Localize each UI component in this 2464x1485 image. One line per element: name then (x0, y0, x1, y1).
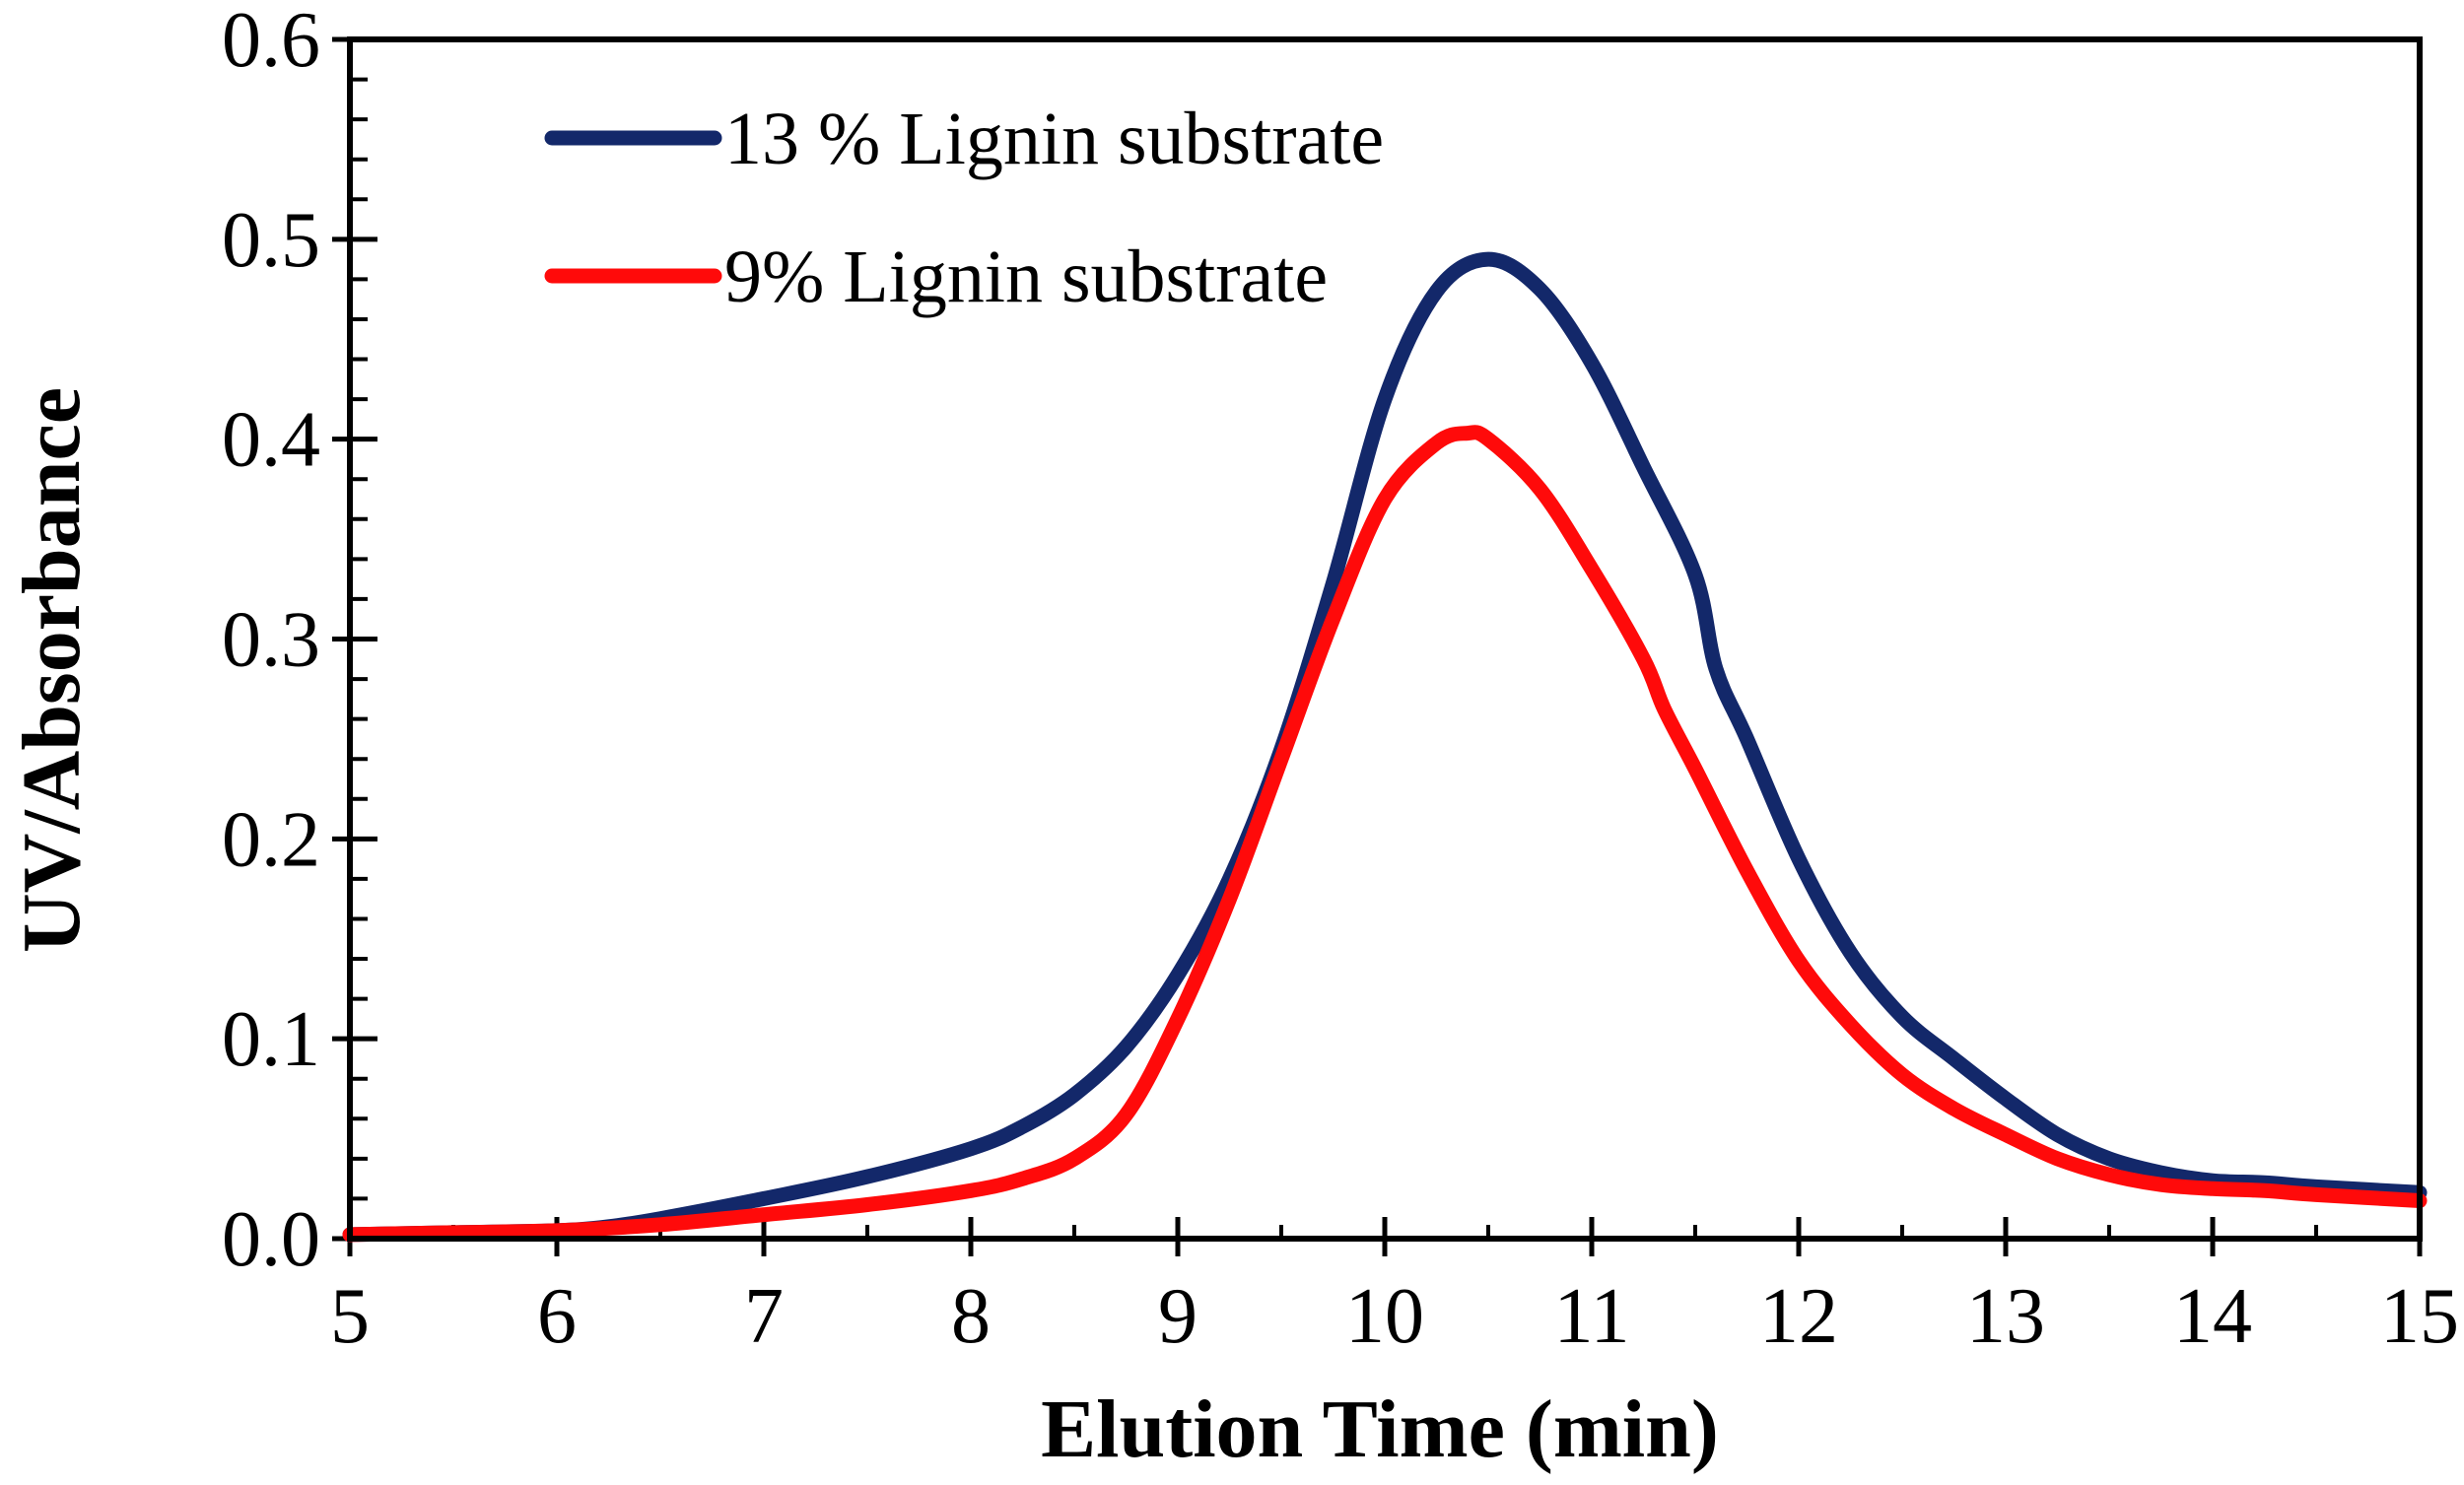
x-tick-label: 13 (1966, 1273, 2045, 1360)
y-tick-label: 0.6 (222, 0, 320, 84)
y-tick-label: 0.1 (222, 996, 320, 1083)
x-tick-label: 6 (537, 1273, 577, 1360)
x-tick-label: 12 (1759, 1273, 1838, 1360)
y-tick-label: 0.0 (222, 1196, 320, 1283)
x-axis-title: Elution Time (min) (1041, 1384, 1719, 1475)
y-tick-label: 0.3 (222, 597, 320, 684)
y-tick-label: 0.4 (222, 397, 320, 484)
plot-frame (347, 36, 2423, 1242)
x-tick-label: 5 (330, 1273, 370, 1360)
x-ticks-group: 5 6 7 8 9 10 11 12 13 14 15 (330, 1217, 2459, 1360)
series-line-lignin-9 (342, 425, 2428, 1243)
legend: 13 % Lignin substrate 9% Lignin substrate (544, 98, 1384, 318)
series-group (342, 251, 2428, 1243)
x-tick-label: 15 (2380, 1273, 2459, 1360)
x-tick-label: 9 (1158, 1273, 1198, 1360)
x-tick-label: 7 (744, 1273, 784, 1360)
y-ticks-group: 0.0 0.1 0.2 0.3 0.4 0.5 0.6 (222, 0, 377, 1283)
y-axis-title: UV/Absorbance (6, 387, 98, 953)
x-tick-label: 11 (1553, 1273, 1629, 1360)
y-tick-label: 0.5 (222, 197, 320, 284)
y-tick-label: 0.2 (222, 796, 320, 883)
frame-group (347, 36, 2423, 1242)
legend-label: 13 % Lignin substrate (724, 98, 1384, 180)
x-tick-label: 14 (2173, 1273, 2252, 1360)
x-tick-label: 8 (951, 1273, 991, 1360)
series-line-lignin-13 (342, 251, 2428, 1243)
legend-label: 9% Lignin substrate (724, 236, 1328, 318)
x-tick-label: 10 (1345, 1273, 1424, 1360)
